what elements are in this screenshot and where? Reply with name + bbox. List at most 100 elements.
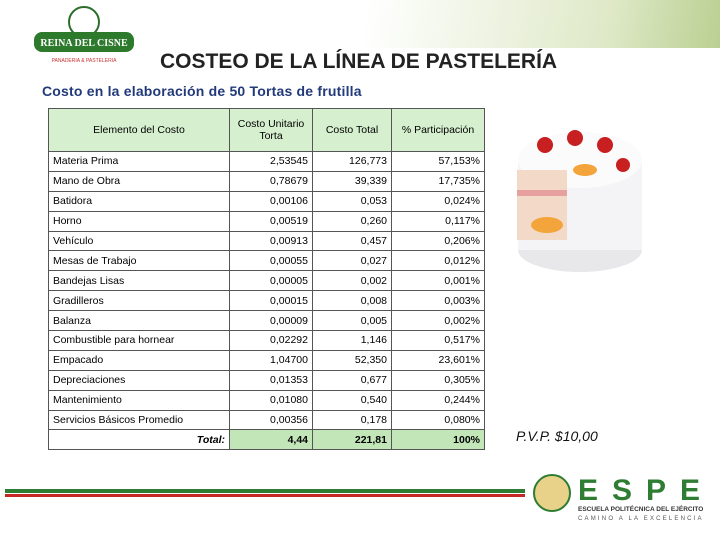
cell-value: 23,601% <box>391 349 485 371</box>
cell-value: 0,008 <box>312 290 392 312</box>
espe-institution: ESCUELA POLITÉCNICA DEL EJÉRCITO <box>578 504 703 513</box>
cell-label: Batidora <box>48 190 230 212</box>
cell-value: 1,146 <box>312 330 392 351</box>
cell-value: 0,178 <box>312 409 392 431</box>
cell-value: 52,350 <box>312 349 392 371</box>
data-row: Mantenimiento 0,01080 0,540 0,244% <box>48 389 485 411</box>
cell-value: 0,00913 <box>229 230 313 252</box>
cell-label: Combustible para hornear <box>48 330 230 351</box>
cell-label: Mano de Obra <box>48 170 230 192</box>
cell-value: 0,00055 <box>229 250 313 272</box>
strawberry <box>567 130 583 146</box>
cell-value: 126,773 <box>312 151 392 172</box>
price: P.V.P. $10,00 <box>516 428 598 444</box>
header-row: Elemento del Costo Costo Unitario Torta Co… <box>48 108 485 152</box>
cell-value: 0,677 <box>312 369 392 391</box>
strawberry <box>597 137 613 153</box>
footer-line-red <box>5 494 525 497</box>
cell-value: 0,00009 <box>229 310 313 332</box>
cell-value: 0,517% <box>391 330 485 351</box>
cell-value: 0,027 <box>312 250 392 272</box>
cell-value: 0,024% <box>391 190 485 212</box>
cell-value: 57,153% <box>391 151 485 172</box>
cell-label: Depreciaciones <box>48 369 230 391</box>
cell-value: 0,003% <box>391 290 485 312</box>
cell-value: 0,01080 <box>229 389 313 411</box>
data-row: Bandejas Lisas 0,00005 0,002 0,001% <box>48 270 485 292</box>
cell-value: 0,78679 <box>229 170 313 192</box>
cake-filling <box>517 190 567 196</box>
cell-value: 0,012% <box>391 250 485 272</box>
logo-name: REINA DEL CISNE <box>40 38 128 49</box>
cell-value: 17,735% <box>391 170 485 192</box>
cell-value: 0,00005 <box>229 270 313 292</box>
data-row: Combustible para hornear 0,02292 1,146 0,51… <box>48 330 485 351</box>
cell-label: Bandejas Lisas <box>48 270 230 292</box>
cell-value: 0,244% <box>391 389 485 411</box>
cell-value: 0,540 <box>312 389 392 411</box>
column-header: % Participación <box>391 108 485 152</box>
peach <box>531 217 563 233</box>
column-header: Costo Unitario Torta <box>229 108 313 152</box>
data-row: Servicios Básicos Promedio 0,00356 0,178 0,… <box>48 409 485 431</box>
logo-banner <box>34 32 134 52</box>
cost-table: Elemento del Costo Costo Unitario Torta Co… <box>48 108 485 451</box>
cell-value: 0,005 <box>312 310 392 332</box>
column-header: Costo Total <box>312 108 392 152</box>
data-row: Materia Prima 2,53545 126,773 57,153% <box>48 151 485 172</box>
data-row: Balanza 0,00009 0,005 0,002% <box>48 310 485 332</box>
cell-value: 1,04700 <box>229 349 313 371</box>
total-value: 100% <box>391 429 485 451</box>
cell-label: Vehículo <box>48 230 230 252</box>
cell-label: Mesas de Trabajo <box>48 250 230 272</box>
cell-value: 0,080% <box>391 409 485 431</box>
cell-label: Materia Prima <box>48 151 230 172</box>
column-header: Elemento del Costo <box>48 108 230 152</box>
cell-value: 0,00356 <box>229 409 313 431</box>
espe-emblem <box>533 474 571 512</box>
data-row: Mano de Obra 0,78679 39,339 17,735% <box>48 170 485 192</box>
data-row: Empacado 1,04700 52,350 23,601% <box>48 349 485 371</box>
cell-value: 0,01353 <box>229 369 313 391</box>
cell-label: Servicios Básicos Promedio <box>48 409 230 431</box>
subtitle: Costo en la elaboración de 50 Tortas de … <box>42 83 362 99</box>
cell-label: Mantenimiento <box>48 389 230 411</box>
total-value: 221,81 <box>312 429 392 451</box>
cell-value: 0,00015 <box>229 290 313 312</box>
cell-value: 0,457 <box>312 230 392 252</box>
cell-label: Horno <box>48 210 230 232</box>
data-row: Mesas de Trabajo 0,00055 0,027 0,012% <box>48 250 485 272</box>
espe-brand: ESPE <box>578 474 714 507</box>
data-row: Depreciaciones 0,01353 0,677 0,305% <box>48 369 485 391</box>
logo-subtitle: PANADERIA & PASTELERIA <box>52 58 118 64</box>
strawberry <box>537 137 553 153</box>
cell-value: 2,53545 <box>229 151 313 172</box>
title: COSTEO DE LA LÍNEA DE PASTELERÍA <box>160 50 558 73</box>
cell-value: 0,206% <box>391 230 485 252</box>
cell-value: 0,001% <box>391 270 485 292</box>
total-row: Total: 4,44 221,81 100% <box>48 429 485 451</box>
peach <box>573 164 597 176</box>
cell-label: Gradilleros <box>48 290 230 312</box>
cell-label: Empacado <box>48 349 230 371</box>
strawberry <box>616 158 630 172</box>
data-row: Horno 0,00519 0,260 0,117% <box>48 210 485 232</box>
cake-image <box>517 130 642 272</box>
footer-line-green <box>5 489 525 493</box>
cell-value: 0,00106 <box>229 190 313 212</box>
cell-value: 0,002 <box>312 270 392 292</box>
cell-value: 0,260 <box>312 210 392 232</box>
total-label: Total: <box>48 429 230 451</box>
logo: REINA DEL CISNE PANADERIA & PASTELERIA <box>28 2 140 76</box>
total-value: 4,44 <box>229 429 313 451</box>
cell-value: 0,00519 <box>229 210 313 232</box>
cell-value: 0,02292 <box>229 330 313 351</box>
cell-value: 39,339 <box>312 170 392 192</box>
cell-label: Balanza <box>48 310 230 332</box>
cell-value: 0,053 <box>312 190 392 212</box>
cell-value: 0,002% <box>391 310 485 332</box>
data-row: Vehículo 0,00913 0,457 0,206% <box>48 230 485 252</box>
espe-motto: CAMINO A LA EXCELENCIA <box>578 516 704 522</box>
data-row: Batidora 0,00106 0,053 0,024% <box>48 190 485 212</box>
